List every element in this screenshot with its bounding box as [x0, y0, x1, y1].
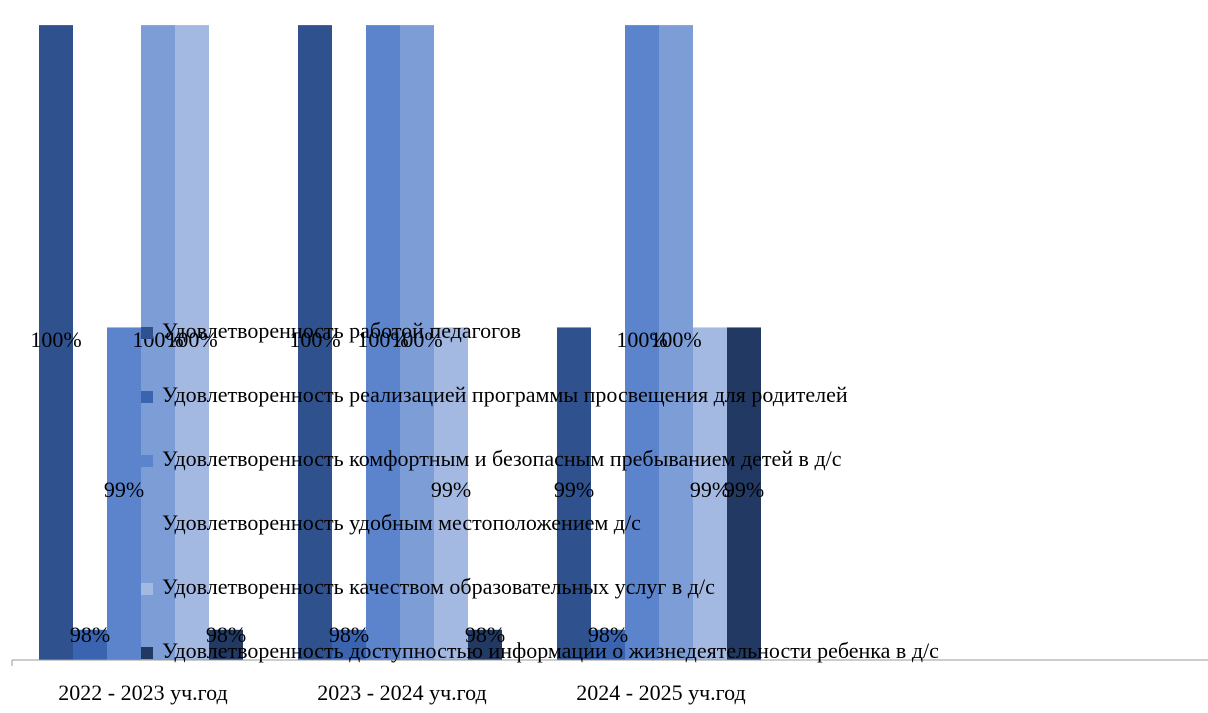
- bar-s3-c2: [366, 25, 400, 661]
- data-label-s1-c2: 100%: [289, 327, 340, 352]
- legend-label-5: Удовлетворенность качеством образователь…: [162, 574, 715, 599]
- data-label-s4-c3: 100%: [650, 327, 701, 352]
- bar-s1-c3: [557, 327, 591, 660]
- data-label-s6-c1: 98%: [206, 622, 246, 647]
- data-label-s3-c2: 100%: [357, 327, 408, 352]
- legend-label-1: Удовлетворенность работой педагогов: [162, 318, 521, 343]
- legend-key-1: [141, 327, 153, 339]
- data-label-s3-c1: 99%: [104, 477, 144, 502]
- bar-s2-c3: [591, 629, 625, 660]
- data-label-s5-c1: 100%: [166, 327, 217, 352]
- legend-key-2: [141, 391, 153, 403]
- legend-key-6: [141, 647, 153, 659]
- legend-key-4: [141, 519, 153, 531]
- data-label-s5-c2: 99%: [431, 477, 471, 502]
- data-label-s6-c3: 99%: [724, 477, 764, 502]
- bar-s3-c3: [625, 25, 659, 661]
- bar-s2-c2: [332, 629, 366, 660]
- category-label-3: 2024 - 2025 уч.год: [576, 680, 745, 705]
- bar-s3-c1: [107, 327, 141, 660]
- bar-s4-c3: [659, 25, 693, 661]
- data-label-s4-c2: 100%: [391, 327, 442, 352]
- data-label-s1-c1: 100%: [30, 327, 81, 352]
- category-label-1: 2022 - 2023 уч.год: [58, 680, 227, 705]
- bar-s4-c1: [141, 25, 175, 661]
- data-label-s3-c3: 100%: [616, 327, 667, 352]
- bar-s1-c2: [298, 25, 332, 661]
- legend-key-5: [141, 583, 153, 595]
- category-label-2: 2023 - 2024 уч.год: [317, 680, 486, 705]
- data-label-s2-c1: 98%: [70, 622, 110, 647]
- bar-s5-c2: [434, 327, 468, 660]
- category-labels: 2022 - 2023 уч.год 2023 - 2024 уч.год 2024…: [58, 680, 745, 705]
- legend-label-2: Удовлетворенность реализацией программы …: [162, 382, 848, 407]
- bars-layer: [39, 25, 761, 661]
- bar-s5-c1: [175, 25, 209, 661]
- data-label-s4-c1: 100%: [132, 327, 183, 352]
- data-label-s2-c2: 98%: [329, 622, 369, 647]
- legend-label-3: Удовлетворенность комфортным и безопасны…: [162, 446, 842, 471]
- data-label-s5-c3: 99%: [690, 477, 730, 502]
- legend-key-3: [141, 455, 153, 467]
- data-label-s2-c3: 98%: [588, 622, 628, 647]
- bar-s6-c3: [727, 327, 761, 660]
- bar-s2-c1: [73, 629, 107, 660]
- data-labels-layer: 100%98%99%100%100%98%100%98%100%100%99%9…: [30, 327, 764, 647]
- bar-s6-c2: [468, 629, 502, 660]
- bar-s5-c3: [693, 327, 727, 660]
- legend-label-6: Удовлетворенность доступностью информаци…: [162, 638, 939, 663]
- data-label-s6-c2: 98%: [465, 622, 505, 647]
- data-label-s1-c3: 99%: [554, 477, 594, 502]
- x-axis: [11, 659, 1208, 666]
- bar-s1-c1: [39, 25, 73, 661]
- bar-s6-c1: [209, 629, 243, 660]
- legend-label-4: Удовлетворенность удобным местоположение…: [162, 510, 641, 535]
- bar-s4-c2: [400, 25, 434, 661]
- legend: Удовлетворенность работой педагогов Удовл…: [141, 318, 939, 663]
